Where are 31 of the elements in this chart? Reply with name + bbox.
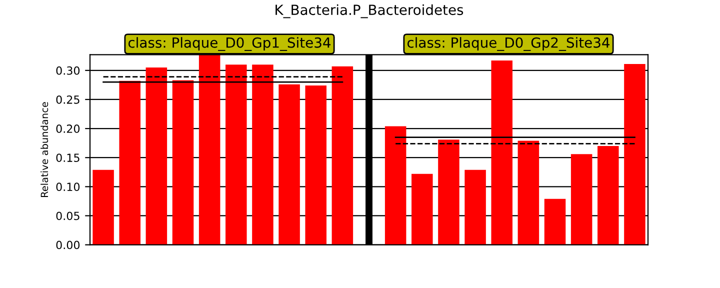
text: class: Plaque_D0_Gp2_Site34 (407, 37, 610, 51)
bar (570, 154, 592, 245)
y-tick-label: 0.30 (56, 66, 80, 75)
y-tick-label: 0.10 (56, 182, 80, 192)
bar (624, 64, 646, 245)
bar (198, 54, 220, 245)
bar (119, 80, 140, 245)
text: class: Plaque_D0_Gp1_Site34 (128, 37, 331, 51)
chart-title: K_Bacteria.P_Bacteroidetes (276, 4, 464, 18)
bar (305, 86, 326, 245)
bar (412, 174, 433, 245)
y-tick-label: 0.25 (56, 95, 80, 104)
bar (491, 60, 512, 245)
bar (544, 198, 566, 245)
bar (438, 140, 460, 245)
bar (598, 146, 619, 245)
y-tick-label: 0.00 (56, 240, 80, 250)
bar (226, 64, 247, 245)
y-tick-label: 0.05 (56, 212, 80, 220)
bar (384, 126, 406, 245)
bar (278, 84, 300, 245)
bar (92, 170, 114, 245)
bar (172, 80, 194, 245)
y-tick-label: 0.15 (56, 154, 80, 162)
y-tick-label: 0.20 (56, 124, 80, 133)
bar (146, 68, 168, 245)
y-axis-title: Relative abundance (40, 102, 48, 197)
bar (252, 64, 274, 245)
bar (518, 140, 540, 245)
bar (464, 170, 486, 245)
bar (332, 66, 354, 245)
